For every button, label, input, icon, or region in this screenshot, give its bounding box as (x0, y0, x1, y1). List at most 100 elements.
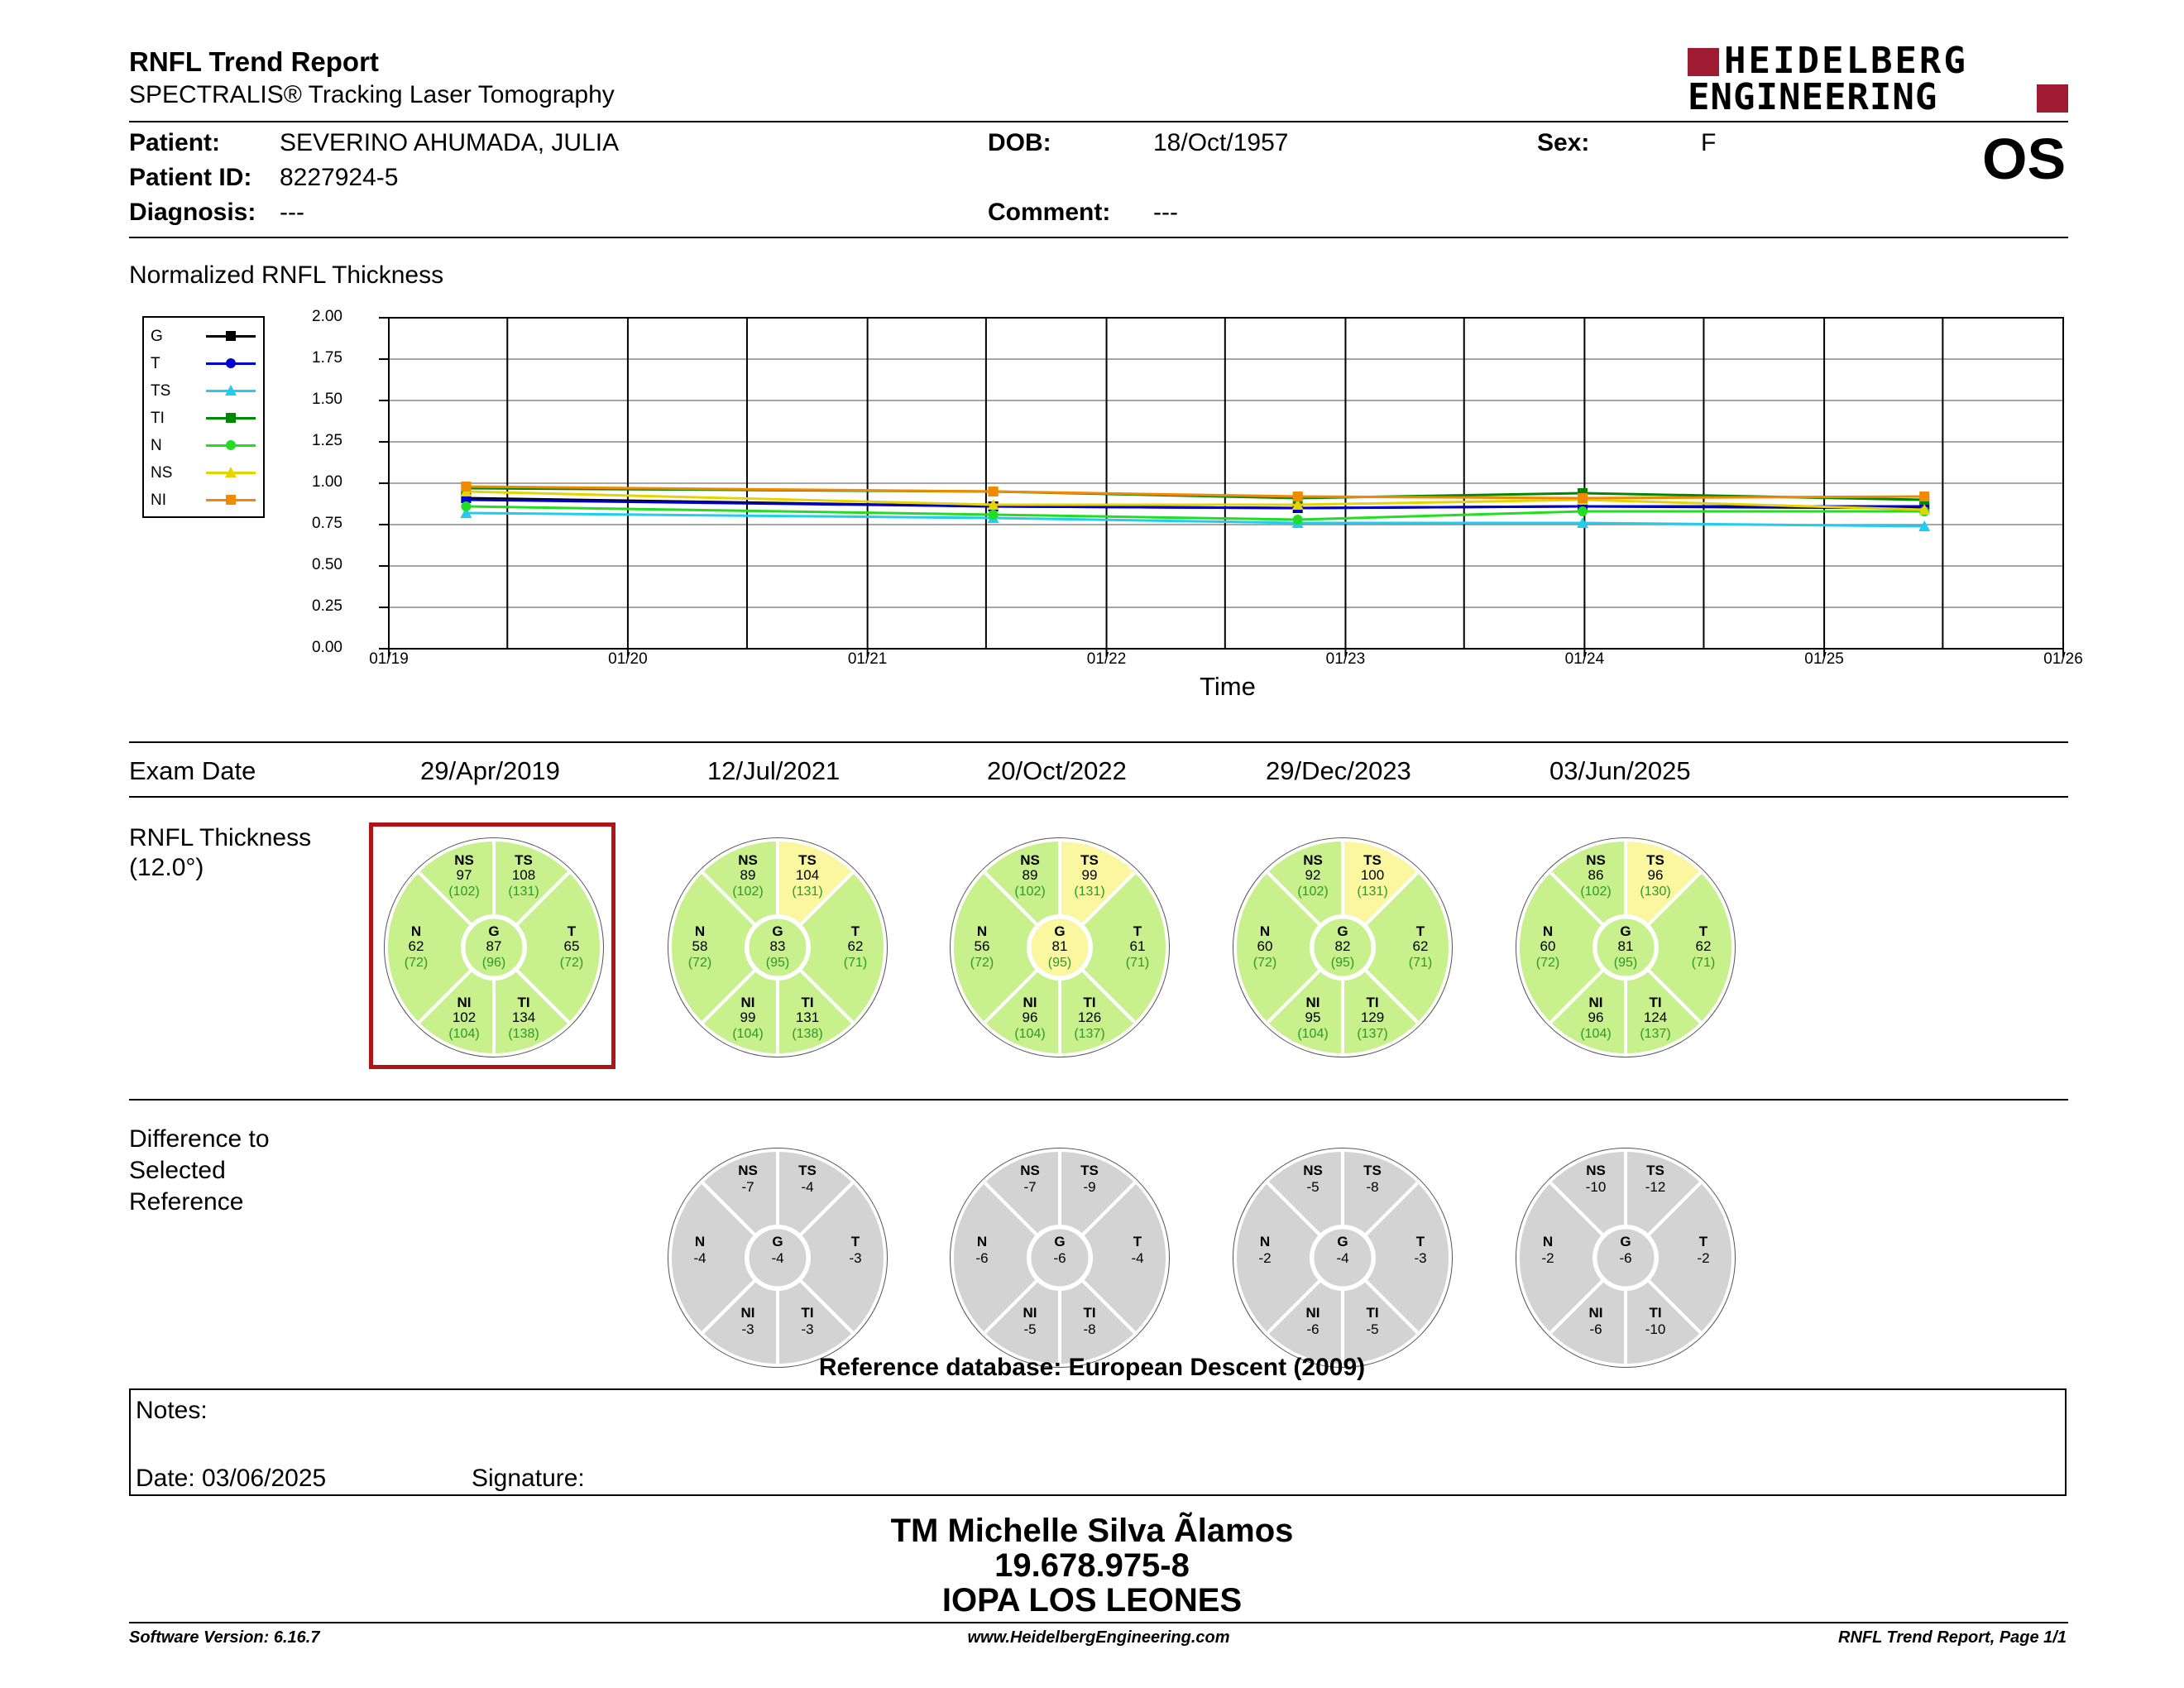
sector-t (1645, 1179, 1735, 1336)
sector-n (1233, 869, 1323, 1026)
sector-value-ti: 124 (1644, 1009, 1667, 1025)
sector-label-t: T (568, 923, 577, 939)
point-ns (1291, 499, 1304, 510)
sector-ns (1547, 1148, 1627, 1238)
sector-ns (1547, 837, 1627, 928)
legend-item-n: N (144, 432, 263, 458)
sector-label-ni: NI (741, 995, 755, 1010)
sector-value-ti: 126 (1078, 1009, 1101, 1025)
sector-label-n: N (1543, 923, 1553, 939)
sector-label-t: T (1133, 923, 1142, 939)
sector-label-g: G (772, 923, 783, 939)
sector-normal-ns: (102) (1297, 885, 1328, 899)
sector-ti (1058, 1278, 1138, 1368)
sector-ti (776, 1278, 856, 1368)
sector-diff-ni: -6 (1306, 1321, 1319, 1337)
sector-label-ni: NI (1023, 995, 1037, 1010)
sector-label-ns: NS (1586, 1163, 1606, 1178)
exam-date-2: 12/Jul/2021 (707, 756, 841, 785)
patient-name: SEVERINO AHUMADA, JULIA (280, 129, 620, 156)
logo-line-2: ENGINEERING (1688, 76, 1938, 118)
sector-diff-g: -6 (1619, 1250, 1631, 1266)
legend-label: T (151, 355, 160, 372)
legend-item-ni: NI (144, 487, 263, 513)
sector-label-ti: TI (1366, 1305, 1378, 1321)
sector-label-n: N (695, 923, 705, 939)
sector-diff-ti: -3 (801, 1321, 813, 1337)
sector-ns (1264, 837, 1344, 928)
technician-name: TM Michelle Silva Ãlamos (890, 1513, 1294, 1549)
sector-global (746, 916, 809, 979)
selected-reference-box[interactable] (369, 822, 615, 1069)
notes-date: Date: 03/06/2025 (136, 1465, 327, 1492)
sector-value-ns: 89 (1023, 867, 1038, 883)
sector-label-ns: NS (738, 852, 758, 868)
sector-normal-ns: (102) (448, 885, 479, 899)
sector-label-t: T (1133, 1234, 1142, 1249)
sector-label-ts: TS (798, 852, 817, 868)
chart-legend: G T TS TI N NS NI (142, 316, 265, 518)
sector-value-ns: 92 (1305, 867, 1321, 883)
sector-ti (1341, 967, 1421, 1057)
comment-label: Comment: (988, 199, 1111, 226)
point-ni (1292, 492, 1303, 501)
point-ts (1577, 517, 1589, 528)
reference-database: Reference database: European Descent (20… (818, 1354, 1366, 1381)
sector-ti (1058, 967, 1138, 1057)
sector-ts (1058, 837, 1138, 928)
difference-label-2: Selected (129, 1157, 226, 1184)
legend-marker (225, 467, 237, 477)
sector-diff-ti: -5 (1366, 1321, 1378, 1337)
website-link[interactable]: www.HeidelbergEngineering.com (967, 1628, 1230, 1647)
sector-label-g: G (488, 923, 499, 939)
sector-n (951, 1179, 1040, 1336)
sector-label-ts: TS (798, 1163, 817, 1178)
sector-label-ni: NI (1023, 1305, 1037, 1321)
thickness-section-label: RNFL Thickness (129, 824, 312, 851)
notes-box[interactable] (129, 1388, 2067, 1496)
sector-normal-ts: (130) (1640, 885, 1670, 899)
sector-label-ni: NI (1589, 995, 1603, 1010)
sector-value-ti: 131 (796, 1009, 819, 1025)
sector-label-t: T (851, 1234, 860, 1249)
difference-label-1: Difference to (129, 1125, 270, 1153)
sector-normal-n: (72) (688, 956, 711, 970)
sector-diff-ts: -9 (1083, 1179, 1095, 1195)
sector-label-n: N (1260, 1234, 1270, 1249)
sector-value-ts: 104 (796, 867, 819, 883)
y-tick-label: 0.50 (312, 556, 342, 573)
sector-ni (981, 1278, 1061, 1368)
sector-diff-ns: -7 (1023, 1179, 1036, 1195)
sector-label-g: G (1337, 1234, 1348, 1249)
sector-normal-n: (72) (970, 956, 994, 970)
sector-normal-ti: (137) (1074, 1027, 1104, 1041)
exam-date-4: 29/Dec/2023 (1266, 756, 1411, 785)
sector-label-g: G (1337, 923, 1348, 939)
sector-diff-ts: -12 (1645, 1179, 1666, 1195)
technician-rut: 19.678.975-8 (994, 1547, 1190, 1584)
dob-label: DOB: (988, 129, 1051, 156)
sector-diff-ns: -7 (741, 1179, 754, 1195)
sector-label-g: G (772, 1234, 783, 1249)
sector-label-ns: NS (454, 852, 474, 868)
sector-normal-n: (72) (1536, 956, 1559, 970)
sector-label-ns: NS (738, 1163, 758, 1178)
sector-value-ni: 95 (1305, 1009, 1321, 1025)
sector-ni (1547, 967, 1627, 1057)
legend-marker (226, 331, 236, 341)
sector-ts (1341, 837, 1421, 928)
sector-value-n: 62 (409, 938, 424, 954)
x-tick-label: 01/26 (2043, 650, 2083, 668)
exam-date-5: 03/Jun/2025 (1549, 756, 1691, 785)
sector-value-ns: 97 (457, 867, 472, 883)
sector-t (1363, 869, 1452, 1026)
sector-ti (776, 967, 856, 1057)
sector-ns (981, 1148, 1061, 1238)
sector-label-g: G (1054, 1234, 1065, 1249)
sex-value: F (1701, 129, 1717, 156)
sector-normal-ns: (102) (1580, 885, 1611, 899)
chart-title: Normalized RNFL Thickness (129, 261, 444, 289)
legend-item-ti: TI (144, 405, 263, 431)
sector-label-n: N (1260, 923, 1270, 939)
sector-value-ti: 129 (1361, 1009, 1384, 1025)
